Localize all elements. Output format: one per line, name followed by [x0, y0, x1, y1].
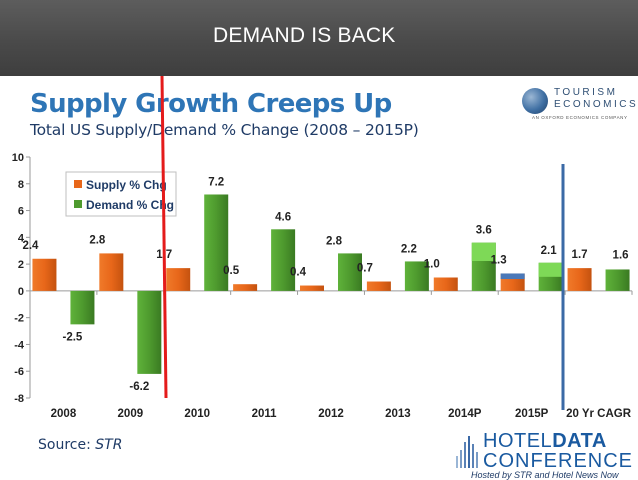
demand-bar [404, 261, 429, 291]
logo-text-line3: AN OXFORD ECONOMICS COMPANY [532, 115, 628, 120]
conference-title-line1: HOTELDATA [483, 430, 607, 453]
supply-data-label: 0.4 [290, 267, 307, 279]
chart-title: Supply Growth Creeps Up [30, 89, 392, 119]
supply-bar [433, 277, 458, 291]
supply-bar [300, 285, 324, 291]
supply-bar [366, 281, 391, 291]
title-banner: DEMAND IS BACK [0, 0, 638, 76]
x-category-label: 2014P [448, 408, 482, 420]
supply-bar [233, 284, 258, 291]
x-category-label: 2010 [184, 408, 210, 420]
hotel-data-conference-logo: HOTELDATA CONFERENCE Hosted by STR and H… [455, 430, 638, 480]
x-category-label: 20 Yr CAGR [566, 408, 632, 420]
legend-label-supply: Supply % Chg [86, 178, 167, 192]
conference-word-hotel: HOTEL [483, 430, 553, 452]
y-tick-label: -6 [14, 366, 24, 378]
y-tick-label: 2 [18, 259, 24, 271]
legend-label-demand: Demand % Chg [86, 198, 174, 212]
demand-data-label: 7.2 [208, 176, 224, 188]
chart-subtitle: Total US Supply/Demand % Change (2008 – … [30, 121, 419, 139]
demand-bar-highlight [538, 262, 563, 277]
conference-tagline: Hosted by STR and Hotel News Now [471, 470, 619, 480]
supply-data-label: 0.5 [223, 265, 240, 277]
demand-bar [338, 253, 362, 291]
supply-data-label: 1.0 [424, 259, 440, 271]
demand-data-label: 2.8 [326, 235, 343, 247]
source-name: STR [95, 437, 123, 453]
demand-data-label: -6.2 [129, 381, 149, 393]
demand-data-label: -2.5 [63, 331, 83, 343]
supply-bar [166, 268, 191, 291]
y-tick-label: 8 [18, 179, 24, 191]
supply-data-label: 1.3 [491, 254, 507, 266]
legend-swatch-supply [74, 180, 82, 188]
demand-bar-highlight [471, 242, 496, 262]
x-category-label: 2013 [385, 408, 411, 420]
source-label: Source: [38, 437, 96, 453]
conference-word-data: DATA [552, 430, 607, 452]
demand-data-label: 4.6 [275, 211, 291, 223]
y-tick-label: -8 [14, 393, 24, 405]
demand-bar [605, 269, 630, 291]
x-category-label: 2015P [515, 408, 549, 420]
tourism-economics-logo: TOURISM ECONOMICS AN OXFORD ECONOMICS CO… [522, 86, 636, 126]
demand-bar [271, 229, 296, 291]
demand-bar [204, 194, 229, 291]
legend-swatch-demand [74, 200, 82, 208]
supply-data-label: 0.7 [357, 263, 373, 275]
globe-icon [522, 88, 548, 114]
slide-title: DEMAND IS BACK [213, 24, 396, 47]
y-tick-label: 0 [18, 286, 24, 298]
logo-text-line1: TOURISM [554, 87, 618, 98]
logo-text-line2: ECONOMICS [554, 99, 638, 110]
supply-data-label: 1.7 [572, 249, 588, 261]
supply-bar-highlight [500, 273, 525, 280]
supply-bar [567, 268, 592, 291]
x-category-label: 2011 [252, 408, 278, 420]
x-category-label: 2008 [51, 408, 77, 420]
y-tick-label: 10 [12, 152, 24, 164]
y-tick-label: 6 [18, 206, 24, 218]
demand-data-label: 2.2 [401, 243, 417, 255]
demand-bar [70, 290, 95, 325]
supply-bar [32, 258, 57, 291]
demand-data-label: 1.6 [613, 249, 629, 261]
demand-bar [137, 290, 162, 374]
y-tick-label: -2 [14, 313, 24, 325]
supply-data-label: 2.4 [22, 240, 39, 252]
x-category-label: 2009 [118, 408, 144, 420]
source-note: Source: STR [38, 437, 122, 453]
demand-data-label: 3.6 [476, 225, 492, 237]
legend-box [65, 171, 177, 217]
bar-graph-icon [456, 436, 478, 468]
conference-title-line2: CONFERENCE [483, 450, 634, 472]
supply-bar [99, 253, 124, 291]
supply-data-label: 2.8 [89, 234, 106, 246]
red-divider-line [160, 75, 168, 399]
y-tick-label: 4 [18, 232, 25, 244]
y-tick-label: -4 [14, 339, 25, 351]
x-category-label: 2012 [318, 408, 344, 420]
demand-data-label: 2.1 [541, 245, 558, 257]
